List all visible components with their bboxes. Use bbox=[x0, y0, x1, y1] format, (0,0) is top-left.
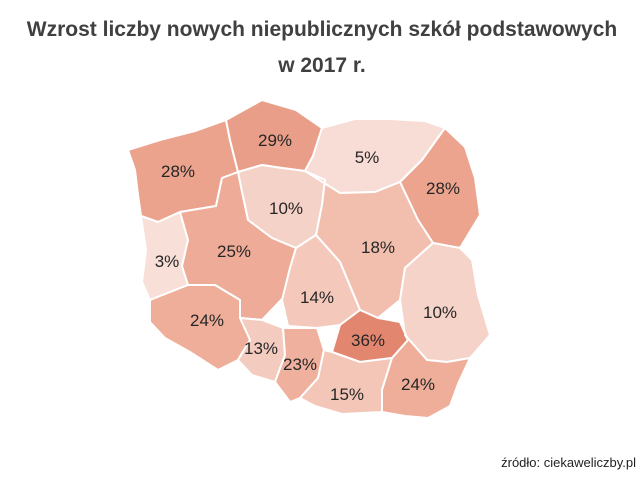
map-title-line-1: Wzrost liczby nowych niepublicznych szkó… bbox=[26, 18, 618, 41]
label-lubuskie: 3% bbox=[155, 252, 180, 271]
label-opolskie: 13% bbox=[244, 339, 278, 358]
label-kujawsko-pomorskie: 10% bbox=[269, 199, 303, 218]
label-wielkopolskie: 25% bbox=[217, 242, 251, 261]
label-podkarpackie: 24% bbox=[401, 375, 435, 394]
label-zachodniopomorskie: 28% bbox=[161, 162, 195, 181]
label-dolnoslaskie: 24% bbox=[190, 311, 224, 330]
label-warminsko-mazurskie: 5% bbox=[355, 148, 380, 167]
label-pomorskie: 29% bbox=[258, 131, 292, 150]
region-lodzkie[interactable] bbox=[281, 234, 361, 329]
label-lubelskie: 10% bbox=[423, 303, 457, 322]
label-podlaskie: 28% bbox=[426, 179, 460, 198]
label-malopolskie: 15% bbox=[330, 385, 364, 404]
region-podkarpackie[interactable] bbox=[381, 334, 471, 419]
source-caption: źródło: ciekaweliczby.pl bbox=[501, 455, 636, 470]
label-lodzkie: 14% bbox=[300, 288, 334, 307]
label-swietokrzyskie: 36% bbox=[351, 331, 385, 350]
label-slaskie: 23% bbox=[283, 355, 317, 374]
label-mazowieckie: 18% bbox=[361, 238, 395, 257]
map-title-line-2: w 2017 r. bbox=[278, 54, 366, 77]
